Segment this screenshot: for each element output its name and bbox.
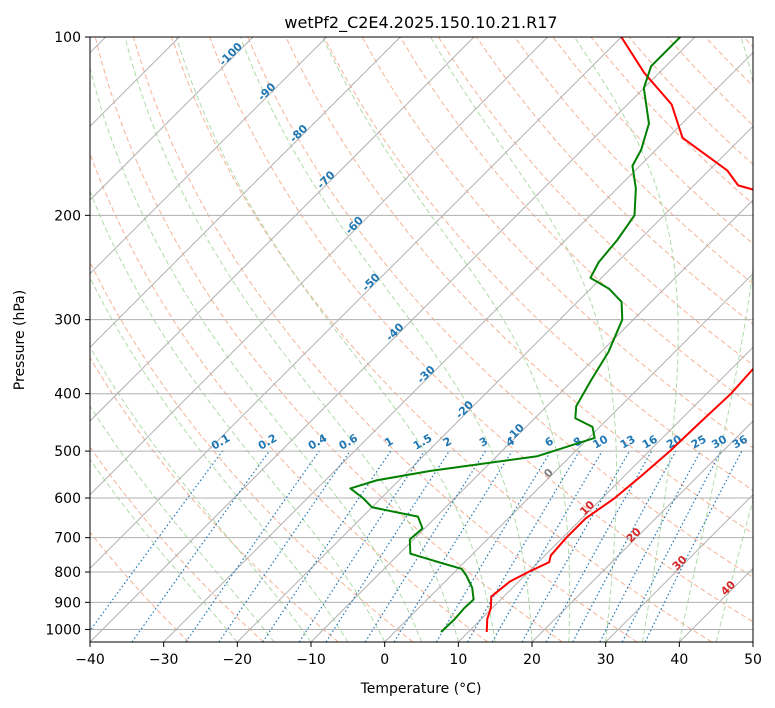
x-tick-label: 10: [449, 652, 467, 668]
mixing-ratio-line: [545, 450, 653, 642]
moist-adiabat-line: [574, 37, 679, 642]
moist-adiabat-line: [239, 37, 533, 642]
mixing-ratio-line: [218, 450, 351, 642]
y-axis: 100 200 300 400 500 600 700 800 900 1000: [45, 30, 90, 638]
mixing-ratio-line: [325, 450, 450, 642]
dry-adiabat-line: [132, 37, 638, 642]
x-tick-label: 50: [744, 652, 762, 668]
x-tick-label: −20: [223, 652, 253, 668]
moist-adiabat-line: [124, 37, 459, 642]
plot-area: -100-90-80-70-60-50-40-30-20-10010203040…: [90, 37, 753, 642]
x-tick-label: 0: [380, 652, 389, 668]
isotherm-line: [605, 493, 753, 642]
plot-frame: [89, 36, 754, 643]
moist-adiabat-line: [715, 498, 753, 642]
temperature-profile-line: [485, 37, 753, 633]
isotherm-line: [90, 37, 549, 496]
y-tick-label: 100: [54, 30, 81, 46]
y-tick-label: 600: [54, 491, 81, 507]
moist-adiabat-line: [678, 37, 753, 642]
dry-adiabat-line: [90, 152, 488, 642]
mixing-ratio-line: [90, 450, 223, 632]
mixing-ratio-line: [185, 450, 320, 642]
moist-adiabat-line: [90, 66, 422, 642]
dry-adiabat-line: [438, 37, 753, 366]
chart-title: wetPf2_C2E4.2025.150.10.21.R17: [284, 13, 557, 33]
mixing-ratio-line: [131, 450, 270, 642]
dewpoint-profile-line: [349, 37, 681, 633]
moist-adiabat-line: [175, 37, 496, 642]
dry-adiabat-line: [171, 37, 713, 642]
isotherm-line: [163, 51, 753, 642]
y-tick-label: 200: [54, 208, 81, 224]
mixing-ratio-line: [521, 450, 631, 642]
dry-adiabat-line: [209, 37, 753, 623]
moist-adiabat-line: [90, 458, 238, 642]
isotherm-line: [90, 37, 475, 422]
isotherm-line: [457, 346, 753, 642]
isotherm-line: [531, 420, 753, 642]
y-tick-label: 900: [54, 595, 81, 611]
dry-adiabat-line: [399, 37, 753, 407]
y-tick-label: 300: [54, 313, 81, 329]
moist-adiabat-line: [90, 276, 349, 642]
dry-adiabat-line: [361, 37, 753, 449]
x-tick-label: 30: [597, 652, 615, 668]
x-axis-title: Temperature (°C): [360, 681, 482, 697]
x-tick-label: −40: [75, 652, 105, 668]
dry-adiabat-line: [247, 37, 753, 578]
dry-adiabat-line: [285, 37, 753, 535]
mixing-ratio-line: [644, 450, 743, 642]
sounding-profiles: [349, 37, 753, 633]
x-tick-label: 20: [523, 652, 541, 668]
dry-adiabats: [90, 37, 753, 642]
mixing-ratio-line: [572, 450, 677, 642]
dry-adiabat-line: [90, 446, 264, 642]
x-tick-label: −30: [149, 652, 179, 668]
y-tick-label: 400: [54, 387, 81, 403]
y-tick-label: 500: [54, 444, 81, 460]
dry-adiabat-line: [90, 356, 339, 642]
mixing-ratio-line: [262, 450, 392, 642]
y-tick-label: 800: [54, 565, 81, 581]
mixing-ratio-line: [298, 450, 425, 642]
x-axis: −40 −30 −20 −10 0 10 20 30 40 50: [75, 642, 762, 668]
y-axis-title: Pressure (hPa): [12, 290, 28, 390]
moist-adiabat-line: [430, 37, 618, 642]
skewed-isotherms: [90, 37, 753, 642]
x-tick-label: 40: [670, 652, 688, 668]
isotherm-line: [90, 37, 696, 642]
dry-adiabat-line: [323, 37, 753, 491]
isotherm-line: [90, 37, 328, 275]
moist-adiabat-line: [90, 405, 275, 642]
moist-adiabat-line: [322, 37, 571, 642]
dry-adiabat-line: [90, 531, 190, 642]
y-tick-label: 700: [54, 531, 81, 547]
isotherm-line: [90, 37, 254, 201]
isotherm-line: [90, 37, 401, 349]
x-tick-label: −10: [296, 652, 326, 668]
mixing-ratio-lines: [90, 450, 743, 642]
isotherm-line: [236, 125, 753, 642]
dry-adiabat-line: [94, 37, 563, 642]
dry-adiabat-line: [514, 37, 753, 285]
mixing-ratio-line: [393, 450, 513, 642]
isotherm-line: [90, 37, 622, 570]
isotherm-line: [384, 272, 753, 642]
y-tick-label: 1000: [45, 622, 81, 638]
moist-adiabats: [90, 37, 753, 642]
moist-adiabat-line: [90, 189, 386, 642]
